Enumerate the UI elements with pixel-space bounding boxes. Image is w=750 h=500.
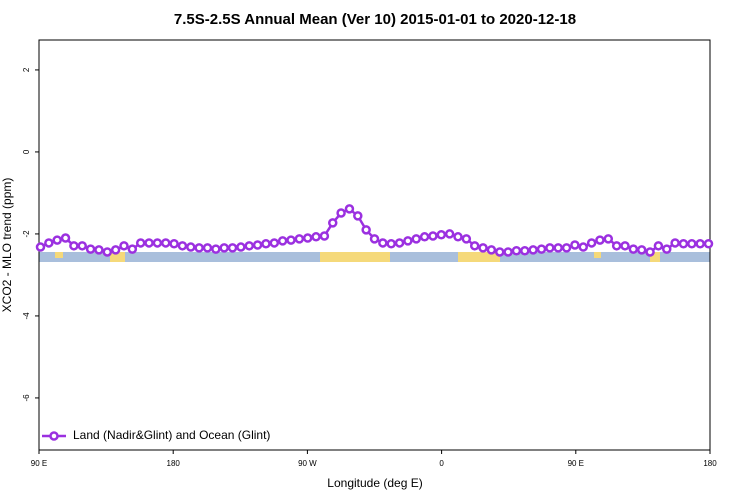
point	[545, 243, 555, 253]
point	[110, 245, 121, 255]
point	[394, 238, 405, 248]
point	[186, 242, 196, 252]
x-tick-label: 0	[439, 459, 444, 468]
point	[211, 244, 221, 254]
point	[561, 243, 572, 253]
point	[85, 244, 96, 254]
point	[403, 236, 413, 246]
point	[620, 241, 630, 251]
point	[286, 235, 296, 245]
point	[428, 231, 438, 241]
point	[645, 247, 655, 257]
point	[687, 239, 697, 249]
x-tick-label: 180	[703, 459, 717, 468]
x-tick-label: 90 E	[31, 459, 47, 468]
point	[77, 241, 87, 251]
point	[336, 208, 346, 218]
x-tick-label: 90 W	[298, 459, 317, 468]
chart-title: 7.5S-2.5S Annual Mean (Ver 10) 2015-01-0…	[174, 11, 576, 28]
legend-marker	[49, 431, 59, 441]
point	[52, 235, 62, 245]
point	[202, 243, 213, 253]
point	[69, 241, 79, 251]
point	[152, 238, 163, 248]
point	[244, 241, 254, 251]
point	[194, 243, 204, 253]
point	[144, 238, 154, 248]
point	[169, 239, 179, 249]
point	[353, 211, 363, 221]
point	[261, 239, 271, 249]
point	[611, 241, 622, 251]
legend-label: Land (Nadir&Glint) and Ocean (Glint)	[73, 428, 270, 442]
point	[495, 247, 505, 257]
point	[478, 243, 488, 253]
point	[578, 242, 589, 252]
point	[511, 245, 522, 256]
point	[503, 247, 513, 257]
point	[44, 238, 54, 248]
point	[94, 245, 104, 255]
y-tick-label: -6	[22, 394, 31, 402]
point	[219, 243, 229, 253]
point	[595, 235, 605, 245]
point	[277, 236, 288, 246]
point	[177, 241, 188, 251]
point	[127, 244, 138, 254]
point	[520, 245, 530, 256]
point	[227, 243, 238, 253]
point	[678, 239, 689, 249]
point	[436, 230, 447, 240]
point	[586, 238, 597, 248]
x-axis-label: Longitude (deg E)	[327, 476, 422, 490]
point	[35, 242, 46, 252]
point	[294, 234, 305, 244]
point	[369, 234, 380, 244]
point	[60, 233, 71, 243]
point	[662, 244, 672, 254]
point	[319, 231, 330, 241]
point	[378, 238, 388, 248]
point	[453, 232, 463, 242]
y-axis-label: XCO2 - MLO trend (ppm)	[0, 178, 14, 313]
point	[469, 241, 480, 251]
point	[670, 238, 680, 248]
point	[419, 232, 430, 242]
point	[553, 243, 563, 253]
point	[236, 242, 246, 252]
y-tick-label: -2	[22, 230, 31, 238]
point	[628, 244, 639, 254]
point	[344, 204, 355, 214]
y-tick-label: -4	[22, 312, 31, 320]
point	[528, 245, 538, 255]
point	[444, 229, 455, 239]
y-tick-label: 2	[22, 67, 31, 72]
point	[102, 247, 113, 257]
point	[311, 232, 321, 242]
point	[269, 238, 280, 248]
point	[603, 234, 614, 244]
land-ocean-strip	[39, 252, 710, 262]
point	[386, 239, 396, 249]
point	[252, 240, 263, 250]
x-tick-label: 180	[167, 459, 181, 468]
point	[703, 239, 714, 249]
point	[461, 234, 472, 244]
point	[361, 225, 371, 235]
point	[327, 218, 338, 228]
point	[636, 245, 647, 255]
point	[411, 234, 422, 244]
y-tick-label: 0	[22, 149, 31, 154]
point	[135, 238, 146, 248]
x-tick-label: 90 E	[568, 459, 584, 468]
point	[536, 244, 547, 254]
point	[119, 241, 129, 251]
point	[486, 245, 497, 255]
point	[302, 233, 313, 243]
point	[653, 241, 664, 251]
point	[570, 240, 580, 250]
point	[160, 238, 171, 248]
point	[695, 239, 705, 249]
